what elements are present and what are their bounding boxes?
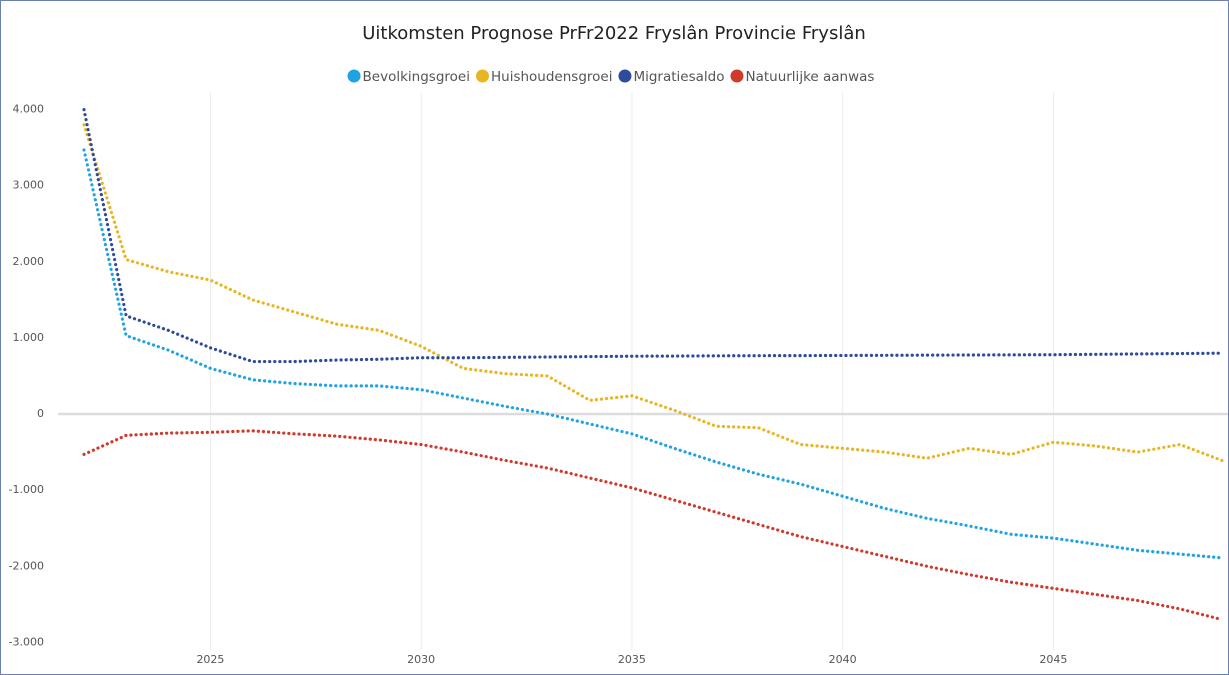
legend-marker bbox=[347, 69, 361, 83]
y-tick-label: -2.000 bbox=[9, 559, 44, 572]
y-tick-label: -1.000 bbox=[9, 483, 44, 496]
series-line bbox=[82, 148, 1224, 560]
y-tick-label: 2.000 bbox=[13, 255, 45, 268]
chart-title: Uitkomsten Prognose PrFr2022 Fryslân Pro… bbox=[362, 23, 866, 44]
y-tick-label: 1.000 bbox=[13, 331, 45, 344]
legend-marker bbox=[475, 69, 489, 83]
y-tick-label: 4.000 bbox=[13, 103, 45, 116]
x-tick-label: 2025 bbox=[196, 653, 224, 666]
legend-label: Migratiesaldo bbox=[633, 69, 724, 85]
series-line bbox=[82, 108, 1224, 364]
x-tick-label: 2045 bbox=[1039, 653, 1067, 666]
legend-marker bbox=[618, 69, 632, 83]
y-tick-label: 3.000 bbox=[13, 179, 45, 192]
x-tick-label: 2030 bbox=[407, 653, 435, 666]
legend-label: Bevolkingsgroei bbox=[363, 69, 470, 85]
x-tick-label: 2035 bbox=[618, 653, 646, 666]
legend: Bevolkingsgroei Huishoudensgroei Migraties… bbox=[347, 69, 874, 85]
series-line bbox=[82, 429, 1224, 622]
legend-label: Huishoudensgroei bbox=[491, 69, 612, 85]
y-tick-label: 0 bbox=[37, 407, 44, 420]
legend-marker bbox=[730, 69, 744, 83]
legend-label: Natuurlijke aanwas bbox=[745, 69, 874, 85]
series-line bbox=[82, 123, 1224, 463]
x-tick-label: 2040 bbox=[829, 653, 857, 666]
y-tick-label: -3.000 bbox=[9, 635, 44, 648]
